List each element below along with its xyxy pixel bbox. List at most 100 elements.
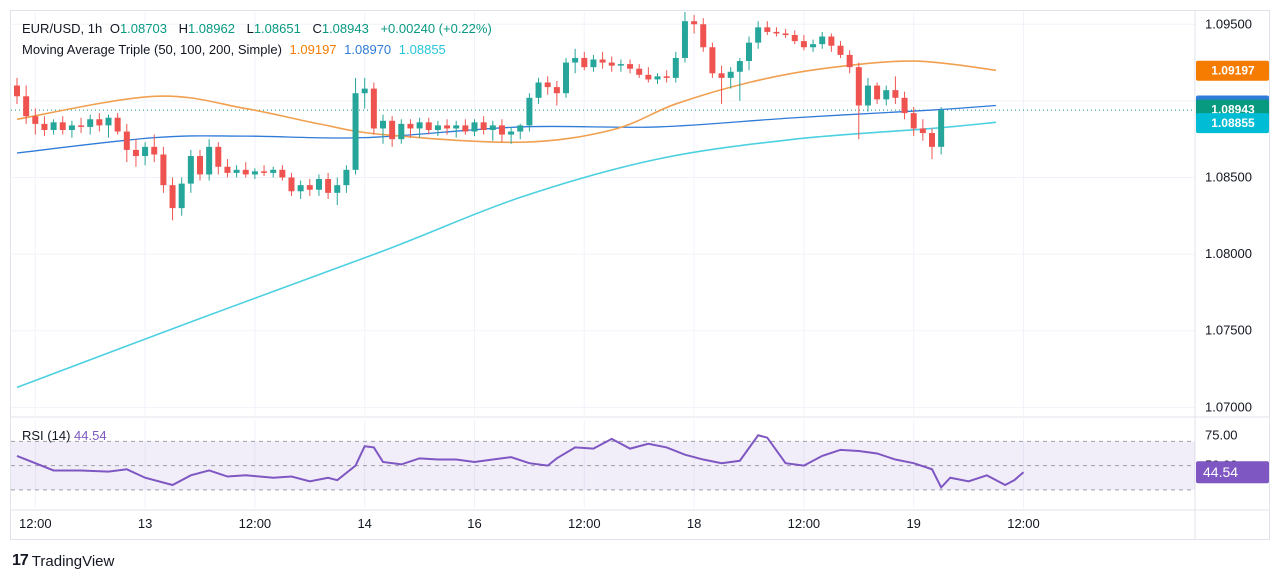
tradingview-logo-icon: 17	[12, 552, 29, 569]
bearish-candle	[627, 59, 634, 74]
candle-body	[810, 44, 817, 48]
candle-body	[599, 59, 606, 63]
bullish-candle	[563, 57, 569, 98]
bullish-candle	[68, 120, 75, 138]
time-tick-label: 12:00	[788, 516, 821, 531]
close-label: C	[312, 21, 322, 36]
bearish-candle	[279, 165, 286, 181]
bearish-candle	[782, 28, 789, 39]
bearish-candle	[718, 65, 725, 104]
candle-body	[32, 116, 39, 124]
bearish-candle	[32, 108, 39, 135]
candle-body	[846, 54, 853, 68]
bearish-candle	[78, 117, 85, 134]
candle-body	[590, 59, 597, 68]
time-tick-label: 12:00	[239, 516, 272, 531]
candle-body	[764, 27, 771, 32]
candle-body	[251, 171, 258, 175]
bearish-candle	[114, 113, 121, 135]
candle-body	[41, 123, 48, 130]
bearish-candle	[837, 41, 844, 58]
bullish-candle	[352, 77, 359, 175]
ma50-value: 1.09197	[289, 42, 337, 57]
bearish-candle	[96, 113, 103, 132]
candle-body	[581, 57, 588, 68]
candle-body	[700, 24, 707, 48]
candle-body	[50, 122, 57, 130]
bearish-candle	[636, 64, 643, 78]
bullish-candle	[819, 31, 826, 49]
candle-body	[434, 125, 441, 130]
candle-body	[864, 85, 871, 106]
ma100-line	[16, 104, 997, 154]
rsi-badge-bg	[1196, 461, 1269, 484]
bearish-candle	[929, 128, 935, 160]
candle-body	[855, 67, 862, 106]
bearish-candle	[444, 119, 451, 135]
bearish-candle	[41, 116, 48, 137]
candle-body	[517, 125, 524, 132]
low-label: L	[246, 21, 254, 36]
bullish-candle	[535, 77, 542, 104]
ma200-value: 1.08855	[398, 42, 446, 57]
chart-frame	[10, 10, 1270, 540]
candle-body	[636, 68, 643, 75]
candle-body	[919, 128, 926, 134]
bullish-candle	[50, 119, 57, 135]
candle-body	[672, 57, 679, 78]
candle-body	[691, 21, 698, 25]
candle-body	[68, 125, 75, 130]
bullish-candle	[810, 39, 817, 52]
bullish-candle	[736, 57, 743, 101]
candle-body	[489, 125, 496, 130]
bullish-candle	[87, 114, 94, 135]
bearish-candle	[773, 27, 780, 37]
ma-legend: Moving Average Triple (50, 100, 200, Sim…	[22, 42, 450, 57]
time-tick-label: 18	[687, 516, 701, 531]
bearish-candle	[407, 119, 414, 138]
candle-body	[87, 119, 94, 127]
price-tick-label: 1.09500	[1205, 16, 1252, 31]
candle-body	[462, 125, 469, 132]
bullish-candle	[398, 119, 405, 144]
rsi-badge: 44.54	[1196, 461, 1269, 484]
candle-body	[736, 61, 743, 72]
candlestick-layer	[14, 12, 945, 221]
candle-body	[572, 57, 579, 63]
candle-body	[416, 122, 423, 129]
bearish-candle	[151, 134, 158, 163]
candle-body	[398, 123, 405, 140]
ohlc-legend: EUR/USD, 1h O1.08703 H1.08962 L1.08651 C…	[22, 21, 496, 36]
candle-body	[709, 47, 716, 74]
price-badge-bg	[1196, 60, 1269, 81]
candle-body	[910, 113, 917, 129]
bearish-candle	[608, 56, 615, 72]
candle-body	[727, 71, 734, 78]
candle-body	[14, 85, 20, 97]
bullish-candle	[206, 139, 213, 181]
rsi-tick-label: 75.00	[1205, 427, 1238, 442]
bearish-candle	[800, 34, 807, 51]
candle-body	[892, 90, 899, 98]
rsi-line	[16, 434, 1025, 490]
time-tick-label: 13	[138, 516, 152, 531]
candle-body	[334, 185, 341, 193]
candle-body	[306, 185, 313, 190]
candle-body	[242, 169, 249, 175]
time-tick-label: 12:00	[19, 516, 52, 531]
bearish-candle	[846, 50, 853, 74]
candle-body	[297, 185, 304, 192]
bearish-candle	[553, 80, 560, 106]
candle-body	[819, 36, 826, 45]
ma-indicator-name: Moving Average Triple (50, 100, 200, Sim…	[22, 42, 282, 57]
bullish-candle	[416, 117, 423, 138]
candle-body	[773, 31, 780, 34]
change-value: +0.00240 (+0.22%)	[380, 21, 492, 36]
candle-body	[215, 146, 222, 167]
bearish-candle	[480, 116, 487, 135]
candle-body	[535, 82, 542, 98]
candle-body	[288, 177, 295, 192]
candle-body	[370, 88, 377, 129]
candle-body	[132, 149, 139, 157]
bullish-candle	[590, 54, 597, 72]
